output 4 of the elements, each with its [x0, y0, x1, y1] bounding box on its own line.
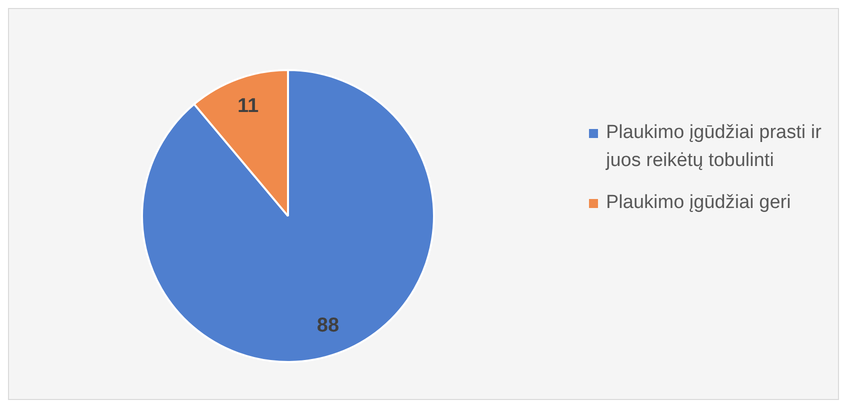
legend-label: Plaukimo įgūdžiai geri — [606, 191, 791, 215]
legend-label: Plaukimo įgūdžiai prasti ir juos reikėtų tobulinti — [606, 121, 822, 173]
data-label: 11 — [237, 94, 259, 117]
data-label: 88 — [316, 314, 340, 336]
